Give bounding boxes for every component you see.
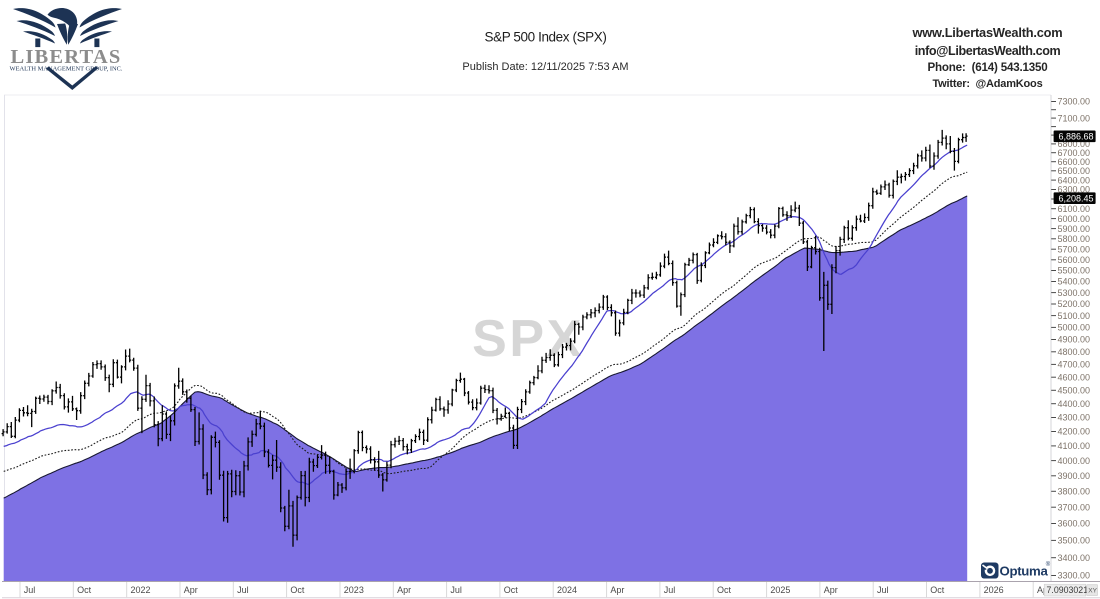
svg-text:Jul: Jul <box>664 585 676 595</box>
svg-text:3400.00: 3400.00 <box>1058 553 1091 563</box>
svg-text:Oct: Oct <box>717 585 732 595</box>
svg-text:Twitter: @AdamKoos: Twitter: @AdamKoos <box>932 78 1042 90</box>
svg-text:3800.00: 3800.00 <box>1058 487 1091 497</box>
svg-text:7100.00: 7100.00 <box>1058 113 1091 123</box>
svg-text:Oct: Oct <box>290 585 305 595</box>
svg-text:Jul: Jul <box>450 585 462 595</box>
svg-text:2024: 2024 <box>557 585 577 595</box>
svg-text:Optuma: Optuma <box>1000 564 1049 579</box>
svg-text:4000.00: 4000.00 <box>1058 456 1091 466</box>
svg-text:Jul: Jul <box>877 585 889 595</box>
svg-text:3600.00: 3600.00 <box>1058 519 1091 529</box>
svg-text:4700.00: 4700.00 <box>1058 360 1091 370</box>
svg-text:5600.00: 5600.00 <box>1058 255 1091 265</box>
svg-text:5900.00: 5900.00 <box>1058 224 1091 234</box>
svg-text:Jul: Jul <box>237 585 249 595</box>
svg-text:5800.00: 5800.00 <box>1058 234 1091 244</box>
svg-text:4900.00: 4900.00 <box>1058 335 1091 345</box>
svg-text:6000.00: 6000.00 <box>1058 214 1091 224</box>
svg-text:4100.00: 4100.00 <box>1058 441 1091 451</box>
svg-text:®: ® <box>1046 561 1051 568</box>
svg-text:2023: 2023 <box>344 585 364 595</box>
svg-text:Apr: Apr <box>397 585 411 595</box>
svg-text:Oct: Oct <box>930 585 945 595</box>
svg-text:Apr: Apr <box>184 585 198 595</box>
svg-text:4600.00: 4600.00 <box>1058 372 1091 382</box>
svg-text:Apr: Apr <box>824 585 838 595</box>
svg-text:6500.00: 6500.00 <box>1058 166 1091 176</box>
svg-text:4300.00: 4300.00 <box>1058 413 1091 423</box>
svg-text:Apr: Apr <box>610 585 624 595</box>
svg-text:6600.00: 6600.00 <box>1058 157 1091 167</box>
svg-text:7.0903021: 7.0903021 <box>1047 585 1089 595</box>
svg-text:2026: 2026 <box>984 585 1004 595</box>
svg-text:5500.00: 5500.00 <box>1058 266 1091 276</box>
svg-text:WEALTH MANAGEMENT GROUP, INC.: WEALTH MANAGEMENT GROUP, INC. <box>10 66 123 73</box>
svg-text:5200.00: 5200.00 <box>1058 299 1091 309</box>
svg-text:S&P 500 Index (SPX): S&P 500 Index (SPX) <box>485 30 607 45</box>
svg-text:2025: 2025 <box>770 585 790 595</box>
svg-text:SPX: SPX <box>472 310 584 368</box>
svg-text:5700.00: 5700.00 <box>1058 244 1091 254</box>
svg-text:Phone: (614) 543.1350: Phone: (614) 543.1350 <box>928 61 1048 74</box>
svg-text:www.LibertasWealth.com: www.LibertasWealth.com <box>912 25 1063 40</box>
svg-text:Oct: Oct <box>77 585 92 595</box>
svg-text:4200.00: 4200.00 <box>1058 427 1091 437</box>
svg-text:4500.00: 4500.00 <box>1058 386 1091 396</box>
svg-text:5000.00: 5000.00 <box>1058 323 1091 333</box>
svg-text:5300.00: 5300.00 <box>1058 288 1091 298</box>
svg-text:6,208.45: 6,208.45 <box>1059 194 1094 204</box>
svg-text:LIBERTAS: LIBERTAS <box>10 46 121 68</box>
svg-text:5100.00: 5100.00 <box>1058 311 1091 321</box>
svg-text:5400.00: 5400.00 <box>1058 277 1091 287</box>
svg-text:3900.00: 3900.00 <box>1058 471 1091 481</box>
svg-text:Oct: Oct <box>504 585 519 595</box>
svg-text:info@LibertasWealth.com: info@LibertasWealth.com <box>915 44 1061 58</box>
svg-text:6800.00: 6800.00 <box>1058 139 1091 149</box>
svg-text:6100.00: 6100.00 <box>1058 204 1091 214</box>
svg-text:6300.00: 6300.00 <box>1058 185 1091 195</box>
svg-text:3300.00: 3300.00 <box>1058 571 1091 581</box>
svg-text:4800.00: 4800.00 <box>1058 347 1091 357</box>
svg-text:6,886.68: 6,886.68 <box>1059 132 1094 142</box>
svg-text:3500.00: 3500.00 <box>1058 536 1091 546</box>
svg-text:Publish Date: 12/11/2025 7:53: Publish Date: 12/11/2025 7:53 AM <box>462 61 628 73</box>
svg-text:7300.00: 7300.00 <box>1058 97 1091 107</box>
svg-text:3700.00: 3700.00 <box>1058 502 1091 512</box>
svg-text:Jul: Jul <box>24 585 36 595</box>
svg-text:2022: 2022 <box>131 585 151 595</box>
svg-text:XY: XY <box>1088 588 1097 595</box>
svg-text:6700.00: 6700.00 <box>1058 148 1091 158</box>
svg-text:6400.00: 6400.00 <box>1058 175 1091 185</box>
svg-text:4400.00: 4400.00 <box>1058 399 1091 409</box>
